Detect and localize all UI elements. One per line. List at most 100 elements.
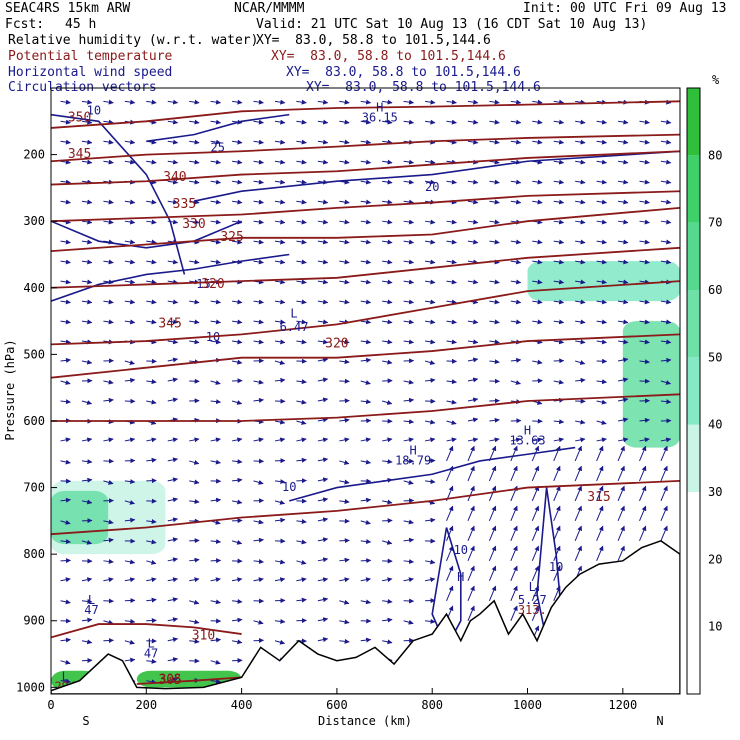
wind-vector	[446, 525, 454, 542]
wind-vector	[575, 339, 586, 345]
wind-vector	[274, 259, 286, 265]
wind-vector	[81, 459, 93, 465]
wind-vector	[253, 379, 264, 385]
wind-vector	[596, 119, 607, 125]
extremum-label: 47	[84, 603, 98, 617]
wind-vector	[596, 505, 604, 522]
wind-vector	[124, 639, 135, 645]
wind-vector	[146, 159, 157, 165]
wind-vector	[81, 617, 93, 623]
wind-vector	[596, 545, 604, 562]
wind-vector	[660, 159, 672, 165]
colorbar-tick-label: 60	[708, 283, 722, 297]
colorbar-unit: %	[712, 73, 720, 87]
wind-vector	[81, 437, 93, 443]
wind-vector	[553, 339, 565, 345]
wind-vector	[639, 179, 650, 185]
wind-vector	[317, 199, 329, 205]
wind-vector	[660, 219, 672, 225]
wind-vector	[360, 577, 372, 583]
wind-vector	[403, 119, 415, 125]
wind-vector	[274, 360, 286, 365]
wind-vector	[317, 299, 329, 305]
wind-vector	[317, 219, 329, 225]
wind-vector	[124, 377, 136, 383]
wind-vector	[553, 565, 561, 581]
wind-vector	[467, 417, 479, 423]
wind-vector	[103, 319, 114, 325]
wind-vector	[124, 360, 135, 365]
wind-vector	[510, 99, 522, 105]
wind-vector	[146, 437, 157, 443]
wind-vector	[296, 437, 307, 443]
theta-contour	[51, 280, 680, 346]
wind-vector	[467, 605, 475, 621]
wind-vector	[339, 279, 350, 285]
wind-vector	[467, 545, 475, 562]
wind-vector	[81, 359, 93, 365]
wind-vector	[60, 577, 71, 583]
wind-vector	[510, 319, 522, 325]
wind-vector	[553, 139, 565, 145]
wind-vector	[189, 499, 200, 505]
wind-vector	[296, 420, 307, 425]
wind-vector	[60, 179, 71, 185]
wind-vector	[274, 239, 286, 245]
wind-vector	[146, 99, 157, 105]
wind-vector	[231, 577, 243, 583]
wind-vector	[167, 299, 179, 305]
wind-vector	[446, 319, 457, 325]
wind-vector	[124, 159, 136, 165]
wind-vector	[510, 465, 518, 482]
wind-vector	[532, 139, 543, 145]
wind-vector	[103, 379, 114, 385]
wind-vector	[253, 219, 264, 225]
wind-vector	[424, 159, 436, 165]
theta-contour	[51, 246, 680, 289]
wind-vector	[210, 637, 222, 643]
wind-vector	[575, 239, 586, 245]
wind-vector	[382, 119, 393, 125]
wind-vector	[639, 239, 650, 245]
wind-vector	[639, 119, 650, 125]
wind-vector	[360, 637, 372, 643]
theta-label: 325	[220, 230, 243, 245]
wind-vector	[467, 505, 475, 522]
wind-vector	[317, 637, 329, 643]
wind-vector	[103, 480, 114, 485]
wind-vector	[339, 557, 350, 563]
wind-vector	[467, 397, 479, 403]
wind-vector	[124, 139, 136, 145]
wind-vector	[81, 139, 93, 145]
wind-vector	[253, 619, 264, 625]
wind-vector	[596, 279, 607, 285]
x-tick-label: 600	[326, 698, 348, 712]
wind-vector	[553, 99, 565, 105]
wind-vector	[167, 339, 179, 345]
wind-vector	[167, 597, 179, 603]
wind-vector	[60, 159, 71, 165]
wind-vector	[489, 339, 500, 345]
y-tick-label: 900	[23, 614, 45, 628]
wind-vector	[274, 639, 286, 645]
wind-vector	[446, 420, 457, 425]
terrain	[51, 540, 680, 694]
wind-vector	[339, 638, 350, 644]
field-xy-wind: XY= 83.0, 58.8 to 101.5,144.6	[286, 65, 521, 80]
wind-vector	[167, 219, 179, 225]
colorbar-tick-label: 10	[708, 620, 722, 634]
wind-vector	[617, 199, 629, 205]
wind-vector	[60, 399, 71, 405]
wind-vector	[167, 357, 179, 363]
wind-vector	[167, 617, 179, 623]
wind-vector	[274, 99, 286, 105]
wind-vector	[617, 179, 629, 185]
wind-vector	[617, 299, 629, 305]
wind-vector	[424, 239, 436, 245]
wind-vector	[467, 239, 479, 245]
wind-vector	[296, 119, 307, 125]
wind-vector	[467, 339, 479, 345]
extremum-label: L	[290, 307, 297, 321]
wind-vector	[253, 319, 264, 325]
wind-vector	[253, 537, 264, 543]
